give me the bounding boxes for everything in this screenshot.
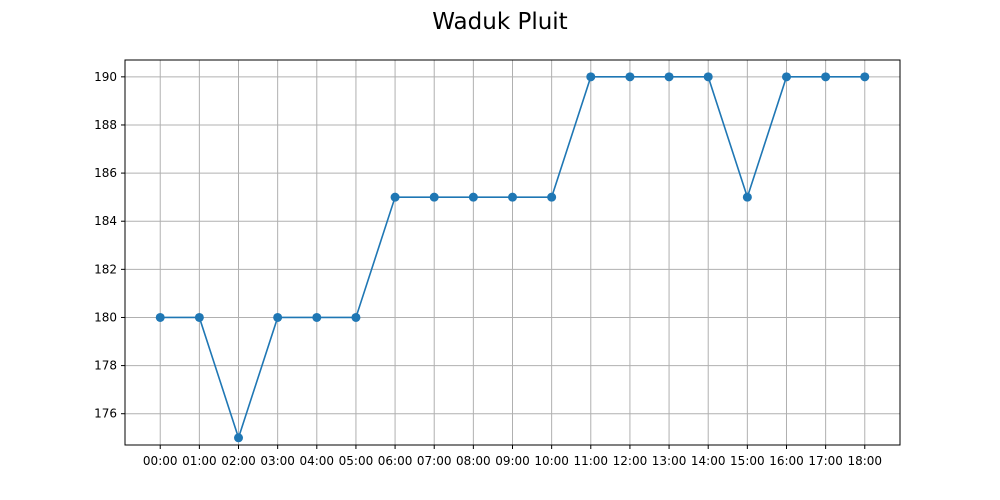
data-point bbox=[155, 312, 165, 322]
x-tick-label: 02:00 bbox=[221, 454, 256, 468]
data-point bbox=[625, 72, 635, 82]
data-point bbox=[312, 312, 322, 322]
y-tick-label: 184 bbox=[94, 214, 117, 228]
y-tick-label: 182 bbox=[94, 262, 117, 276]
x-tick-label: 08:00 bbox=[456, 454, 491, 468]
x-tick-label: 07:00 bbox=[417, 454, 452, 468]
x-tick-label: 09:00 bbox=[495, 454, 530, 468]
data-point bbox=[508, 192, 517, 202]
data-point bbox=[781, 72, 791, 82]
data-point bbox=[742, 192, 752, 202]
x-tick-label: 17:00 bbox=[808, 454, 843, 468]
x-tick-label: 15:00 bbox=[730, 454, 765, 468]
x-tick-label: 05:00 bbox=[339, 454, 374, 468]
data-point bbox=[429, 192, 439, 202]
y-tick-label: 190 bbox=[94, 70, 117, 84]
x-grid bbox=[159, 60, 866, 445]
y-axis: 176 178 180 182 184 186 188 190 bbox=[94, 70, 125, 421]
y-grid bbox=[125, 76, 900, 415]
data-point bbox=[860, 72, 870, 82]
x-axis: 00:00 01:00 02:00 03:00 04:00 05:00 06:00 07:00… bbox=[143, 445, 882, 468]
data-point bbox=[390, 192, 400, 202]
x-tick-label: 01:00 bbox=[182, 454, 217, 468]
x-tick-label: 00:00 bbox=[143, 454, 178, 468]
x-tick-label: 18:00 bbox=[847, 454, 882, 468]
y-tick-label: 178 bbox=[94, 359, 117, 373]
x-tick-label: 04:00 bbox=[299, 454, 334, 468]
data-point bbox=[194, 312, 204, 322]
x-tick-label: 11:00 bbox=[573, 454, 608, 468]
data-point bbox=[273, 312, 283, 322]
x-tick-label: 06:00 bbox=[378, 454, 413, 468]
data-point bbox=[468, 192, 478, 202]
y-tick-label: 180 bbox=[94, 310, 117, 324]
series-points-group bbox=[155, 72, 870, 443]
x-tick-label: 03:00 bbox=[260, 454, 295, 468]
data-point bbox=[821, 72, 831, 82]
y-tick-label: 186 bbox=[94, 166, 117, 180]
data-point bbox=[703, 72, 713, 82]
x-tick-label: 13:00 bbox=[652, 454, 687, 468]
x-tick-label: 16:00 bbox=[769, 454, 804, 468]
data-point bbox=[547, 192, 557, 202]
data-point bbox=[586, 72, 596, 82]
data-point bbox=[351, 312, 361, 322]
x-tick-label: 12:00 bbox=[613, 454, 648, 468]
y-tick-label: 176 bbox=[94, 407, 117, 421]
x-tick-label: 10:00 bbox=[534, 454, 569, 468]
y-tick-label: 188 bbox=[94, 118, 117, 132]
data-point bbox=[664, 72, 674, 82]
x-tick-label: 14:00 bbox=[691, 454, 726, 468]
chart-title: Waduk Pluit bbox=[432, 9, 567, 35]
data-point bbox=[234, 433, 244, 443]
